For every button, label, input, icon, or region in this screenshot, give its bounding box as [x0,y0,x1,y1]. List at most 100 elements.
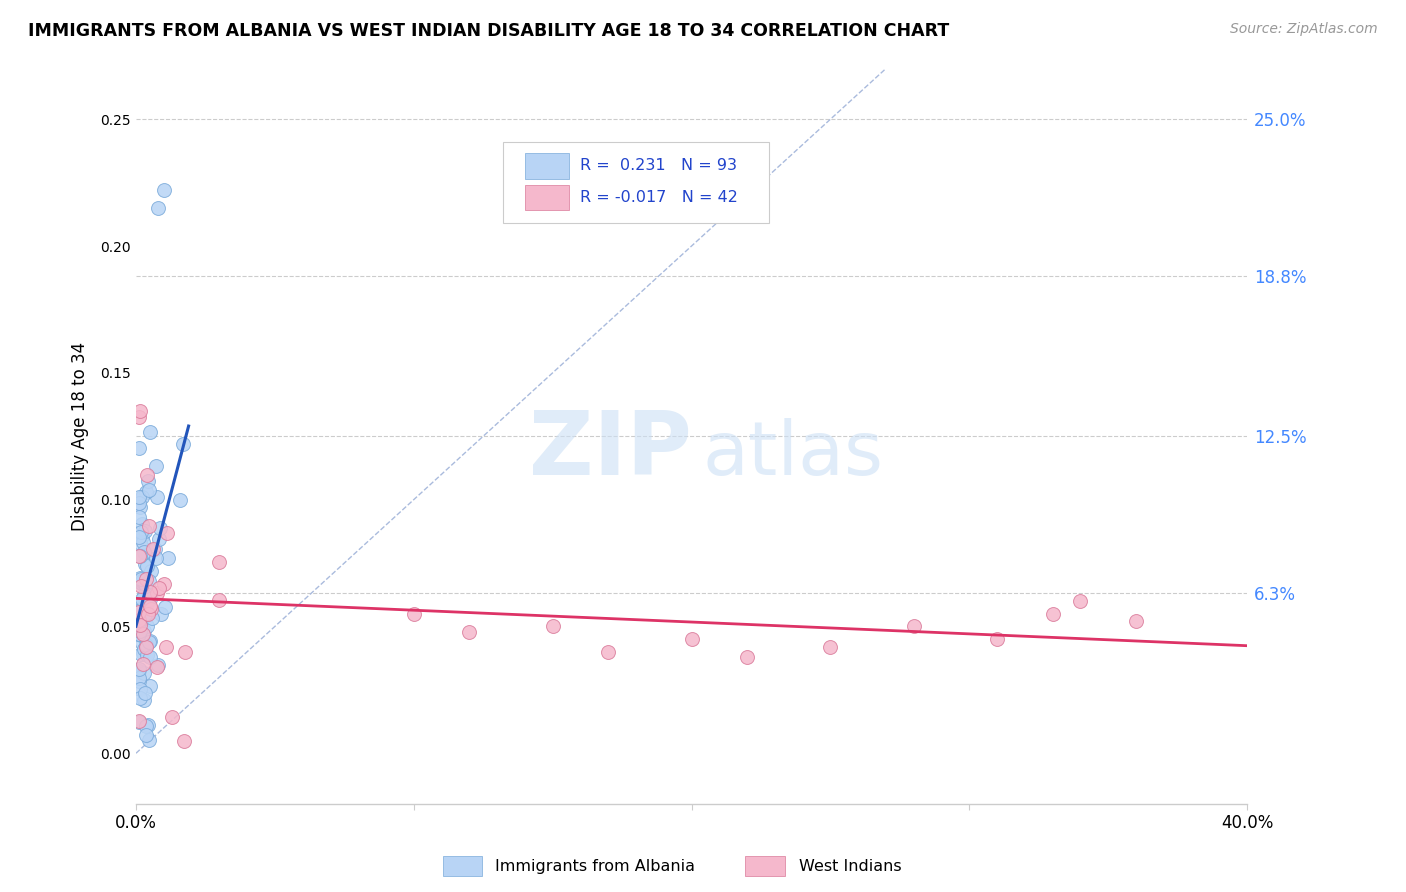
Point [146,660,169,674]
Point [128,604,150,618]
Point [131,611,153,625]
Point [139,587,162,601]
Point [128,605,150,619]
Point [129,601,152,615]
Point [128,441,150,455]
Point [128,404,150,418]
Point [138,475,160,489]
Point [155,525,177,540]
Point [132,535,155,549]
Point [129,524,152,539]
Point [132,545,155,559]
Point [138,543,160,558]
Text: R = -0.017   N = 42: R = -0.017 N = 42 [581,190,738,205]
Point [145,542,167,557]
Point [735,649,758,664]
Point [145,550,167,565]
Point [129,690,152,705]
Point [134,665,156,680]
Point [131,572,153,586]
Point [135,719,157,733]
Point [129,600,152,615]
Point [128,662,150,676]
Point [148,532,170,546]
Point [146,490,169,504]
Point [136,582,159,596]
Point [149,607,172,622]
Point [138,634,160,648]
Point [131,516,153,531]
Point [138,592,160,607]
Text: ZIP: ZIP [529,408,692,494]
Point [141,611,163,625]
Point [129,549,152,563]
Point [155,640,177,654]
Point [1069,594,1091,608]
Point [129,624,152,638]
Point [145,458,167,473]
Point [172,436,194,450]
Point [128,615,150,629]
Point [141,601,163,615]
Point [134,624,156,639]
Point [153,599,176,614]
Point [135,640,157,655]
Point [173,733,195,747]
Point [139,564,162,578]
Point [134,577,156,591]
Point [128,490,150,504]
Point [136,717,159,731]
Point [128,598,150,612]
Point [458,624,481,639]
Point [128,627,150,641]
Point [128,410,150,425]
Point [138,574,160,588]
Point [131,576,153,591]
Point [131,576,153,591]
Point [541,619,564,633]
Point [681,632,703,647]
Point [139,650,162,665]
Point [131,574,153,589]
Point [128,495,150,509]
Point [128,672,150,686]
Point [139,425,162,439]
Point [135,638,157,652]
Point [139,633,162,648]
Point [139,584,162,599]
Text: West Indians: West Indians [799,859,901,873]
Point [135,727,157,741]
Point [149,521,172,535]
Point [132,693,155,707]
Point [132,657,155,672]
Point [134,686,156,700]
Point [129,617,152,632]
Point [135,596,157,610]
Point [148,201,170,215]
Point [128,530,150,544]
Point [402,607,425,621]
Point [134,607,156,621]
Point [148,658,170,673]
Point [820,640,842,654]
Text: R =  0.231   N = 93: R = 0.231 N = 93 [581,158,737,173]
Point [132,626,155,640]
Point [131,636,153,650]
Point [128,574,150,588]
Point [129,681,152,696]
Text: Immigrants from Albania: Immigrants from Albania [495,859,695,873]
Point [128,664,150,678]
Point [134,524,156,538]
Point [141,541,163,556]
Point [139,679,162,693]
Point [129,647,152,661]
Point [153,577,176,591]
Point [598,645,620,659]
Text: IMMIGRANTS FROM ALBANIA VS WEST INDIAN DISABILITY AGE 18 TO 34 CORRELATION CHART: IMMIGRANTS FROM ALBANIA VS WEST INDIAN D… [28,22,949,40]
FancyBboxPatch shape [524,153,569,178]
Point [129,579,152,593]
Y-axis label: Disability Age 18 to 34: Disability Age 18 to 34 [72,342,89,531]
Text: atlas: atlas [703,418,883,491]
Point [148,581,170,595]
Point [128,549,150,564]
